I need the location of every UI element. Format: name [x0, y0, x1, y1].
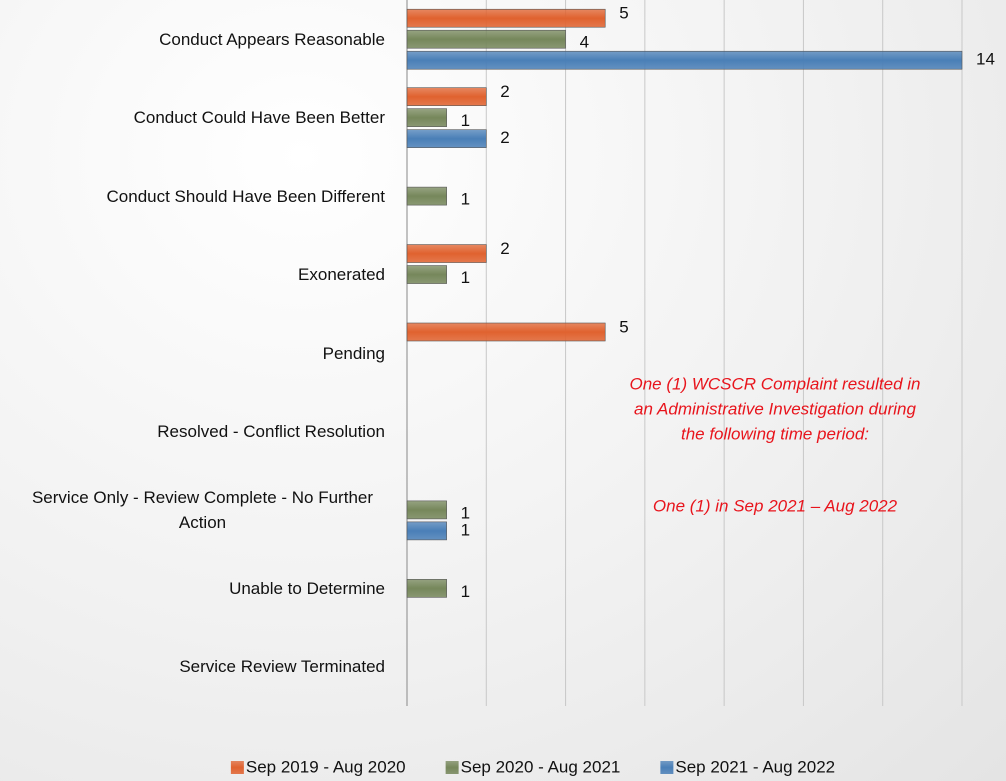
- category-label: Conduct Should Have Been Different: [0, 166, 385, 226]
- category-label: Service Only - Review Complete - No Furt…: [0, 480, 385, 540]
- bar: [406, 244, 487, 263]
- category-text: Service Only - Review Complete - No Furt…: [31, 487, 374, 532]
- annotation: an Administrative Investigation during: [634, 399, 916, 418]
- legend-label: Sep 2019 - Aug 2020: [246, 757, 406, 776]
- value-label: 1: [461, 503, 470, 522]
- bar: [406, 8, 606, 28]
- category-label: Exonerated: [0, 245, 385, 305]
- value-label: 14: [976, 50, 995, 69]
- annotation: One (1) in Sep 2021 – Aug 2022: [653, 496, 898, 515]
- legend-label: Sep 2021 - Aug 2022: [675, 757, 835, 776]
- category-text: Conduct Could Have Been Better: [133, 108, 385, 128]
- value-label: 1: [461, 190, 470, 209]
- annotation: the following time period:: [681, 424, 869, 443]
- category-text: Pending: [322, 343, 385, 363]
- category-text: Service Review Terminated: [179, 657, 385, 677]
- value-label: 1: [461, 268, 470, 287]
- bar: [406, 500, 447, 520]
- value-label: 2: [500, 128, 509, 147]
- bar: [406, 265, 447, 284]
- category-label: Service Review Terminated: [0, 637, 385, 697]
- bar: [406, 29, 566, 49]
- value-label: 1: [461, 111, 470, 130]
- value-label: 4: [580, 33, 589, 52]
- category-text: Unable to Determine: [229, 578, 385, 598]
- category-text: Exonerated: [298, 265, 385, 285]
- category-label: Conduct Appears Reasonable: [0, 9, 385, 69]
- value-label: 5: [619, 4, 628, 23]
- bar: [406, 322, 606, 342]
- bar: [406, 579, 447, 598]
- value-label: 2: [500, 239, 509, 258]
- category-label: Pending: [0, 323, 385, 383]
- category-label: Unable to Determine: [0, 558, 385, 618]
- bar: [406, 129, 487, 148]
- category-label: Conduct Could Have Been Better: [0, 88, 385, 148]
- category-label: Resolved - Conflict Resolution: [0, 401, 385, 461]
- value-label: 1: [461, 582, 470, 601]
- category-text: Resolved - Conflict Resolution: [157, 421, 385, 441]
- legend-swatch: [230, 761, 244, 774]
- legend-label: Sep 2020 - Aug 2021: [461, 757, 621, 776]
- bar: [406, 186, 447, 206]
- bar: [406, 521, 447, 541]
- annotation: One (1) WCSCR Complaint resulted in: [630, 374, 921, 393]
- bar: [406, 50, 963, 70]
- legend-swatch: [660, 761, 674, 774]
- bar: [406, 108, 447, 127]
- value-label: 5: [619, 317, 628, 336]
- value-label: 2: [500, 82, 509, 101]
- category-text: Conduct Should Have Been Different: [106, 186, 385, 206]
- legend-swatch: [445, 761, 459, 774]
- bar: [406, 87, 487, 106]
- category-text: Conduct Appears Reasonable: [159, 29, 385, 49]
- value-label: 1: [461, 520, 470, 539]
